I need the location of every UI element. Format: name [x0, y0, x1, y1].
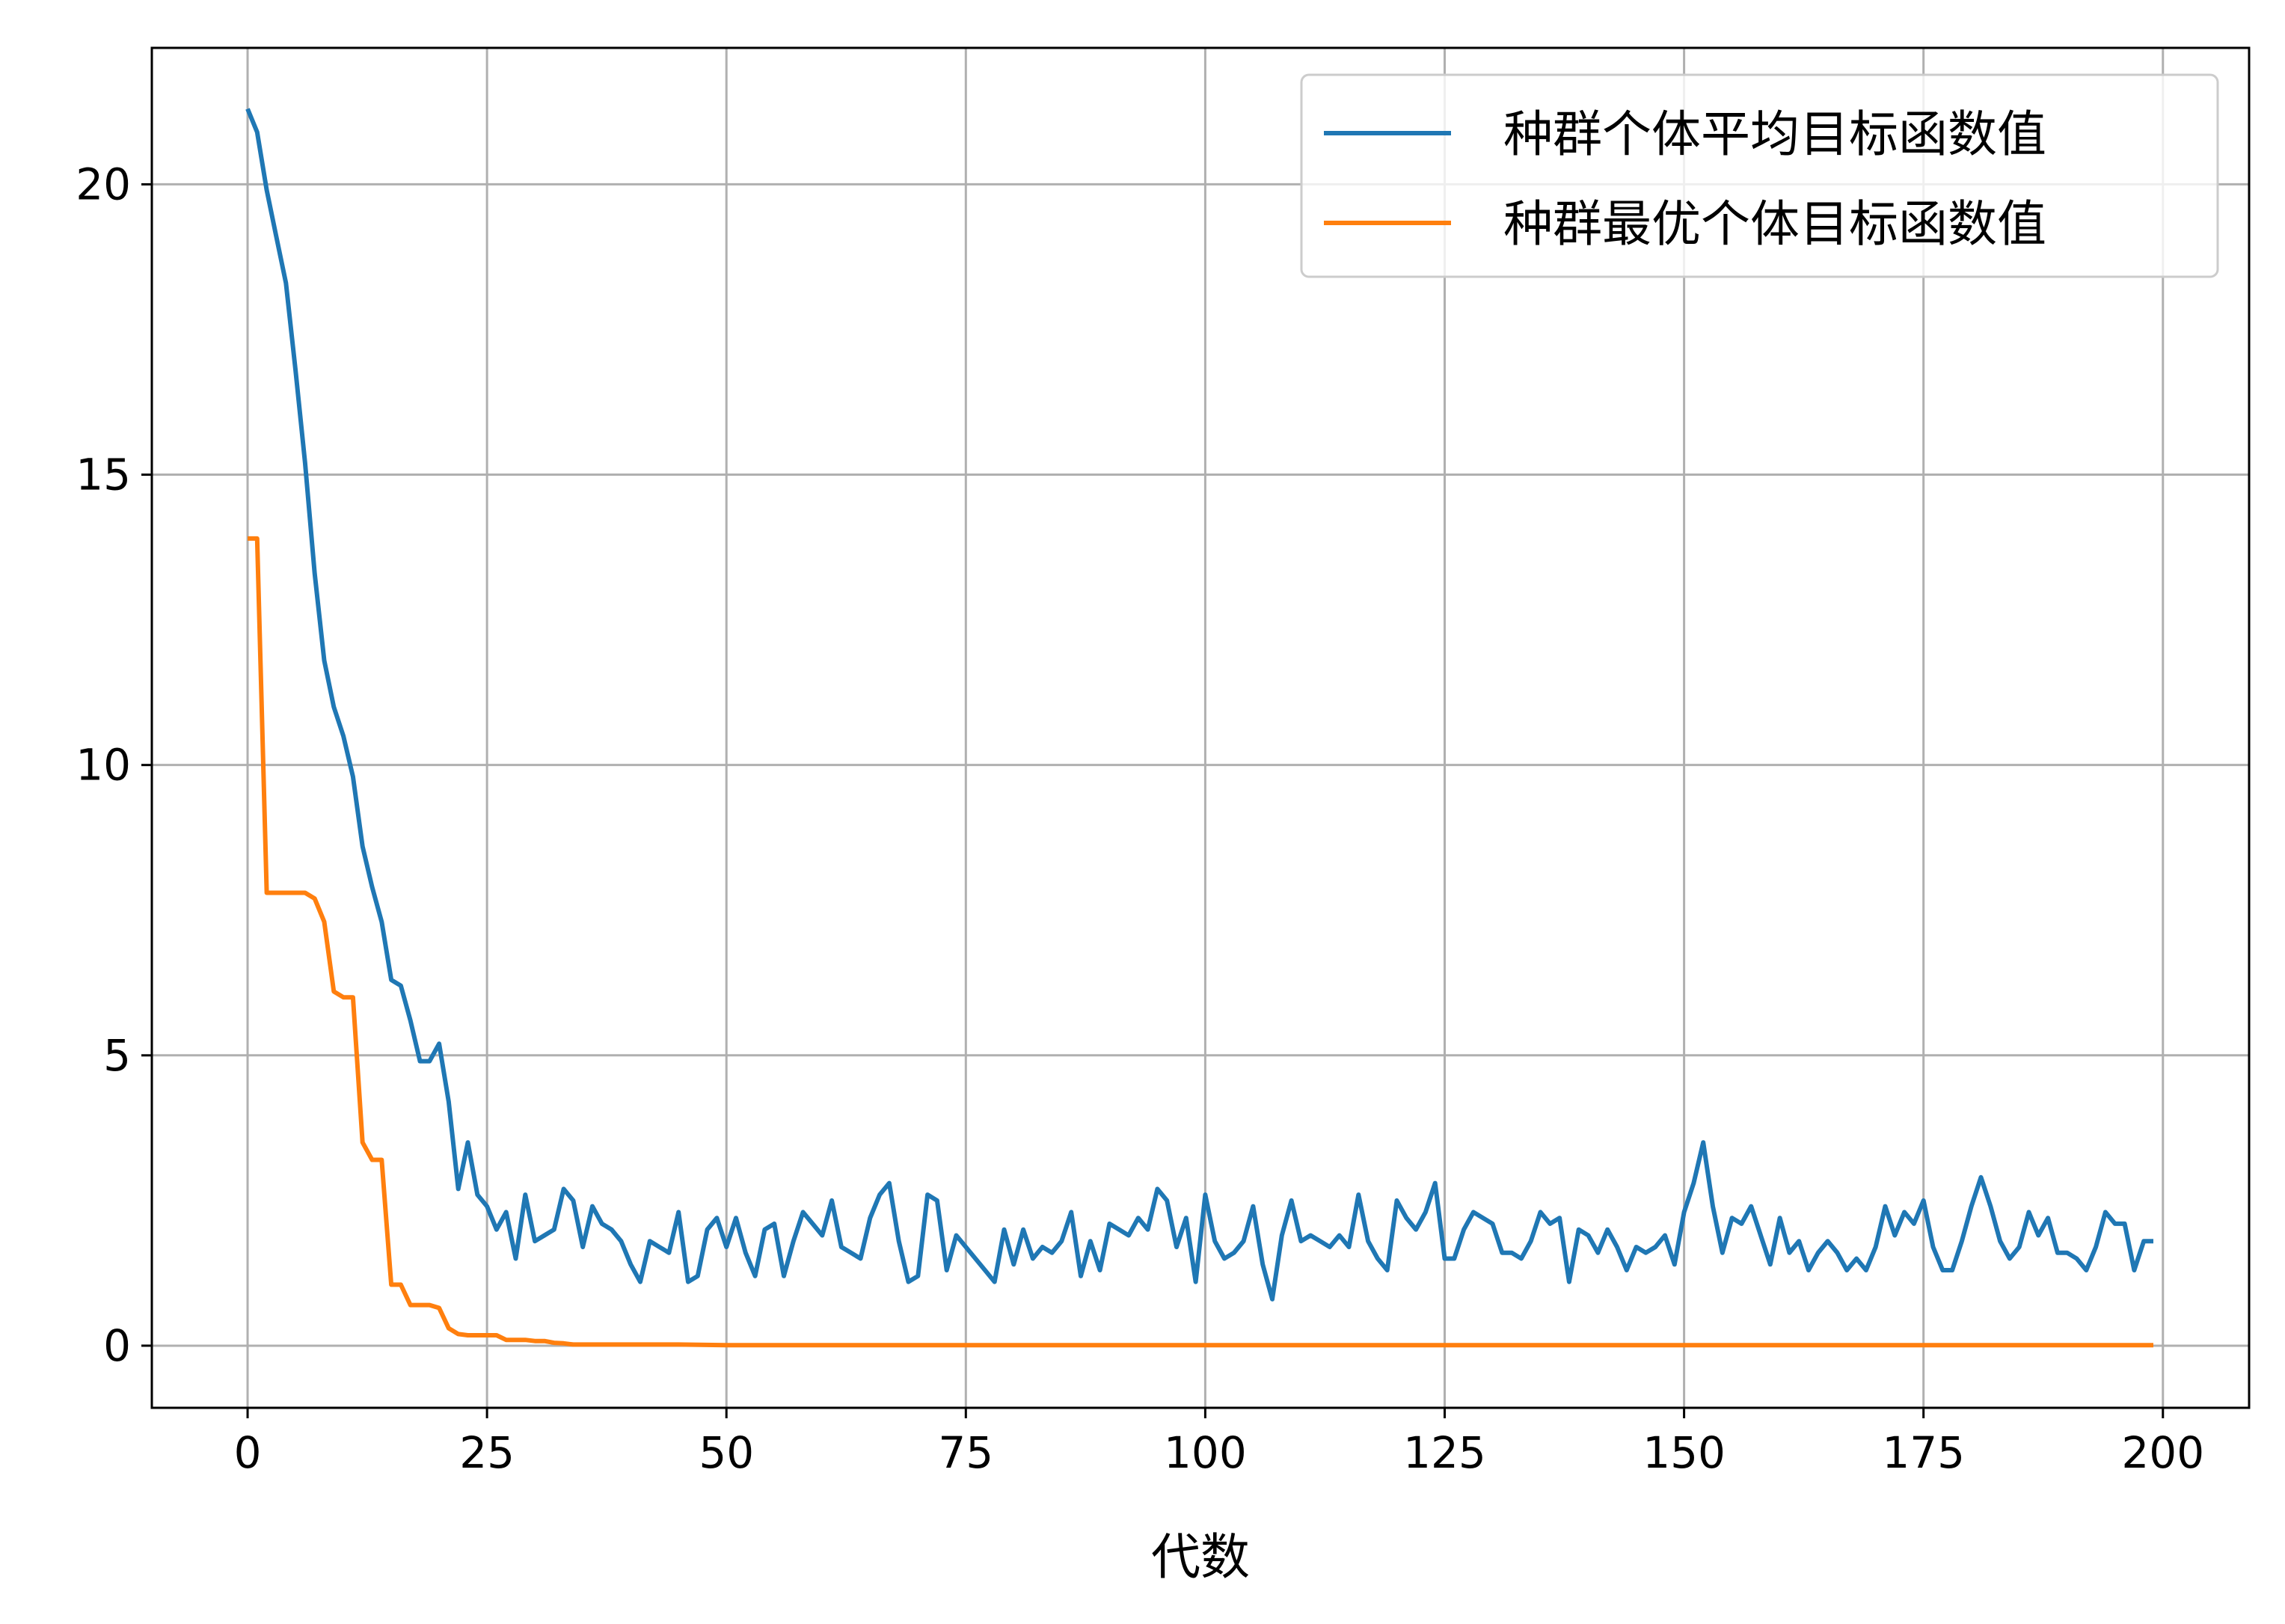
x-axis-label: 代数 — [1151, 1528, 1250, 1586]
series-line-best — [248, 536, 2153, 1348]
legend-box — [1300, 73, 2219, 278]
legend: 种群个体平均目标函数值 种群最优个体目标函数值 — [1300, 73, 2219, 278]
series-layer — [245, 108, 2153, 1348]
x-tick-label: 0 — [234, 1427, 262, 1478]
x-tick-label: 175 — [1882, 1427, 1965, 1478]
x-tick-label: 75 — [938, 1427, 993, 1478]
plot-frame — [150, 46, 2251, 1409]
y-tick-label: 5 — [103, 1030, 131, 1081]
y-tick-label: 0 — [103, 1320, 131, 1371]
x-tick-label: 150 — [1643, 1427, 1726, 1478]
x-tick-label: 125 — [1403, 1427, 1486, 1478]
series-line-average — [245, 108, 2153, 1302]
legend-label-best: 种群最优个体目标函数值 — [1503, 195, 2046, 253]
axis-ticks: 0 25 50 75 100 125 150 175 200 0 5 10 15 20 — [76, 159, 2204, 1478]
y-tick-label: 10 — [76, 740, 131, 791]
y-tick-label: 15 — [76, 450, 131, 500]
x-tick-label: 25 — [459, 1427, 515, 1478]
legend-label-average: 种群个体平均目标函数值 — [1503, 105, 2046, 163]
x-tick-label: 200 — [2121, 1427, 2204, 1478]
x-tick-label: 100 — [1164, 1427, 1247, 1478]
y-tick-label: 20 — [76, 159, 131, 209]
x-tick-label: 50 — [699, 1427, 754, 1478]
